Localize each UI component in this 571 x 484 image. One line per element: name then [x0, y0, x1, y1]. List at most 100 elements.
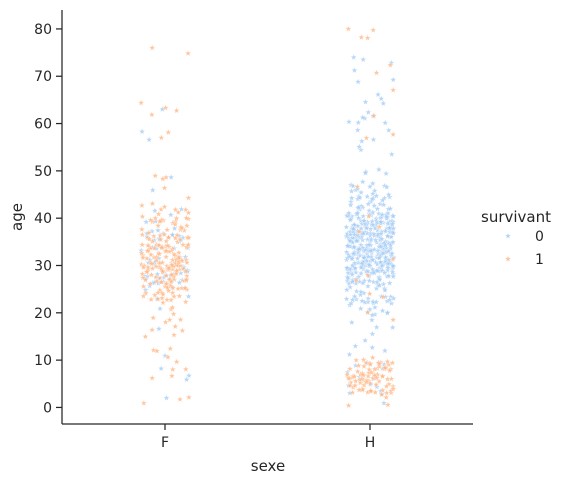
data-point-H-survivant-0-444: [370, 230, 378, 238]
data-point-H-survivant-0-27: [354, 118, 362, 126]
data-point-F-survivant-1-28: [162, 104, 170, 111]
legend: survivant 01: [481, 208, 551, 268]
data-point-H-survivant-0-364: [369, 179, 377, 187]
data-point-H-survivant-0-351: [378, 235, 386, 243]
data-point-H-survivant-1-96: [367, 387, 375, 395]
data-point-H-survivant-1-87: [386, 366, 394, 374]
data-point-H-survivant-1-0: [345, 401, 353, 409]
data-point-H-survivant-1-9: [362, 134, 371, 142]
data-point-H-survivant-0-412: [384, 232, 392, 240]
legend-label-1: 1: [535, 252, 544, 268]
data-point-F-survivant-1-26: [142, 289, 150, 297]
data-point-F-survivant-1-187: [165, 264, 173, 272]
data-point-H-survivant-0-263: [387, 299, 396, 307]
data-point-F-survivant-1-221: [152, 256, 161, 264]
data-point-F-survivant-0-14: [148, 227, 156, 235]
data-point-F-survivant-0-79: [138, 127, 146, 135]
data-point-F-survivant-1-152: [145, 229, 153, 236]
data-point-F-survivant-1-116: [183, 221, 191, 229]
data-point-F-survivant-1-160: [184, 194, 193, 201]
data-point-F-survivant-1-202: [169, 284, 177, 292]
y-tick-label-10: 10: [34, 353, 52, 369]
data-point-F-survivant-1-195: [170, 250, 178, 258]
data-point-H-survivant-1-105: [355, 386, 363, 393]
data-point-H-survivant-1-101: [355, 227, 363, 235]
data-point-H-survivant-0-338: [351, 264, 359, 272]
data-point-H-survivant-1-106: [378, 390, 386, 398]
data-point-H-survivant-0-10: [363, 192, 371, 200]
data-point-F-survivant-1-185: [162, 247, 170, 254]
data-point-F-survivant-1-36: [182, 267, 190, 275]
data-point-H-survivant-0-83: [354, 78, 362, 85]
data-point-F-survivant-1-186: [181, 284, 189, 292]
data-point-F-survivant-1-189: [141, 276, 150, 283]
data-point-H-survivant-0-353: [373, 323, 381, 331]
data-point-H-survivant-0-278: [351, 342, 359, 350]
data-point-H-survivant-1-29: [366, 290, 374, 297]
data-point-F-survivant-1-39: [157, 134, 165, 141]
data-point-H-survivant-0-128: [379, 280, 388, 288]
data-point-F-survivant-0-41: [185, 292, 193, 300]
data-point-H-survivant-0-310: [386, 204, 394, 212]
data-point-F-survivant-1-223: [173, 358, 181, 365]
data-point-F-survivant-1-214: [172, 214, 181, 222]
data-point-F-survivant-1-169: [151, 214, 159, 222]
data-point-F-survivant-1-180: [150, 244, 158, 252]
data-point-H-survivant-1-38: [381, 364, 389, 371]
data-point-H-survivant-0-262: [353, 254, 362, 262]
data-point-F-survivant-1-140: [184, 49, 192, 57]
legend-entries: 01: [504, 229, 544, 268]
data-point-H-survivant-0-446: [366, 182, 374, 190]
data-point-F-survivant-1-232: [173, 106, 181, 114]
data-point-F-survivant-1-17: [175, 292, 183, 300]
data-point-F-survivant-1-197: [159, 290, 167, 298]
data-point-H-survivant-0-53: [350, 66, 359, 74]
data-point-F-survivant-1-229: [171, 234, 179, 242]
data-point-F-survivant-1-227: [175, 253, 183, 261]
data-point-H-survivant-1-66: [362, 359, 370, 366]
data-point-H-survivant-0-443: [379, 196, 387, 204]
data-point-H-survivant-1-95: [357, 33, 365, 41]
data-point-H-survivant-0-277: [346, 237, 354, 245]
data-point-F-survivant-1-155: [173, 231, 181, 239]
data-point-F-survivant-1-11: [138, 230, 146, 238]
data-point-F-survivant-0-53: [185, 371, 193, 379]
data-point-F-survivant-1-141: [162, 271, 170, 279]
data-point-H-survivant-0-281: [364, 253, 372, 260]
data-point-H-survivant-1-71: [379, 372, 387, 380]
data-point-H-survivant-0-179: [389, 323, 397, 331]
data-point-H-survivant-0-390: [346, 216, 354, 223]
y-tick-label-70: 70: [34, 69, 52, 85]
data-point-H-survivant-0-290: [361, 169, 369, 177]
data-point-F-survivant-1-210: [163, 296, 171, 303]
y-tick-label-60: 60: [34, 117, 52, 133]
data-point-H-survivant-0-410: [345, 118, 353, 125]
data-point-H-survivant-1-4: [389, 86, 397, 94]
data-point-H-survivant-0-451: [372, 298, 380, 306]
data-point-H-survivant-1-104: [389, 385, 397, 393]
data-point-H-survivant-0-422: [343, 264, 351, 271]
data-point-H-survivant-0-337: [382, 253, 390, 261]
data-point-F-survivant-1-126: [185, 233, 193, 241]
data-point-F-survivant-1-193: [149, 314, 157, 321]
data-point-F-survivant-1-123: [166, 344, 174, 352]
data-point-H-survivant-0-440: [375, 254, 383, 261]
data-point-F-survivant-1-162: [145, 235, 153, 243]
data-point-F-survivant-1-205: [157, 244, 166, 251]
data-point-F-survivant-1-61: [151, 172, 159, 179]
data-point-F-survivant-1-55: [160, 184, 169, 191]
data-point-H-survivant-0-458: [379, 249, 387, 257]
data-point-H-survivant-0-425: [355, 203, 363, 211]
data-point-H-survivant-0-256: [385, 190, 393, 198]
data-point-F-survivant-1-153: [164, 233, 173, 241]
data-point-H-survivant-0-467: [357, 263, 365, 271]
data-point-F-survivant-1-182: [143, 247, 152, 255]
data-point-H-survivant-0-153: [355, 143, 363, 150]
data-point-F-survivant-1-161: [158, 258, 166, 266]
data-point-H-survivant-0-354: [360, 217, 368, 224]
data-point-F-survivant-1-102: [139, 282, 148, 290]
data-point-F-survivant-1-4: [169, 289, 177, 296]
data-point-H-survivant-0-50: [377, 95, 385, 102]
data-point-H-survivant-1-79: [389, 316, 397, 323]
